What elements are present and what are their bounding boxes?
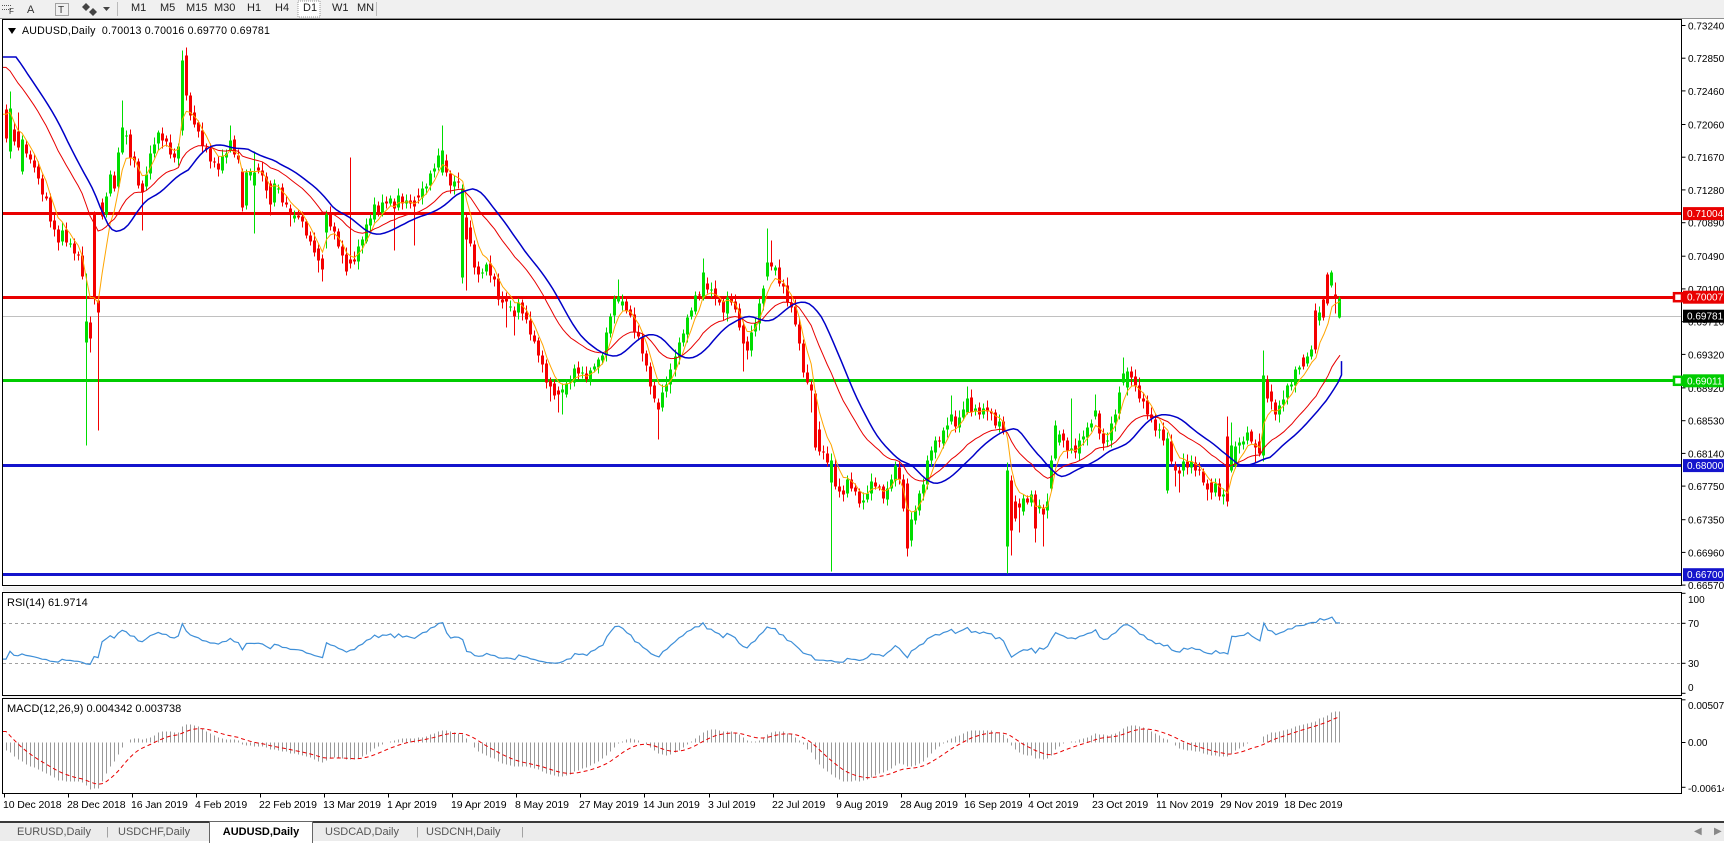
svg-text:0.67350: 0.67350	[1688, 516, 1724, 527]
svg-text:14 Jun 2019: 14 Jun 2019	[643, 799, 700, 811]
svg-text:9 Aug 2019: 9 Aug 2019	[836, 799, 888, 811]
svg-text:MACD(12,26,9) 0.004342 0.00373: MACD(12,26,9) 0.004342 0.003738	[7, 703, 181, 715]
svg-text:29 Nov 2019: 29 Nov 2019	[1220, 799, 1279, 811]
svg-text:13 Mar 2019: 13 Mar 2019	[323, 799, 381, 811]
svg-text:-0.00614: -0.00614	[1688, 784, 1724, 795]
svg-text:0.66960: 0.66960	[1688, 548, 1724, 559]
svg-text:28 Dec 2018: 28 Dec 2018	[67, 799, 126, 811]
svg-text:18 Dec 2019: 18 Dec 2019	[1284, 799, 1343, 811]
svg-text:AUDUSD,Daily 0.70013 0.70016: AUDUSD,Daily 0.70013 0.70016 0.69770 0.6…	[22, 25, 270, 37]
svg-text:0.72460: 0.72460	[1688, 87, 1724, 98]
svg-text:0.68920: 0.68920	[1688, 384, 1724, 395]
svg-text:0.69320: 0.69320	[1688, 350, 1724, 361]
svg-text:22 Feb 2019: 22 Feb 2019	[259, 799, 317, 811]
svg-text:0.73240: 0.73240	[1688, 22, 1724, 33]
svg-text:16 Jan 2019: 16 Jan 2019	[131, 799, 188, 811]
svg-text:0.70100: 0.70100	[1688, 285, 1724, 296]
svg-text:0.68000: 0.68000	[1687, 461, 1724, 472]
svg-text:10 Dec 2018: 10 Dec 2018	[3, 799, 62, 811]
svg-text:0.68530: 0.68530	[1688, 417, 1724, 428]
svg-text:8 May 2019: 8 May 2019	[515, 799, 569, 811]
svg-text:0.71670: 0.71670	[1688, 153, 1724, 164]
svg-text:0.68140: 0.68140	[1688, 449, 1724, 460]
svg-text:0.69781: 0.69781	[1687, 312, 1724, 323]
svg-text:0.72850: 0.72850	[1688, 54, 1724, 65]
svg-text:0.70890: 0.70890	[1688, 219, 1724, 230]
svg-text:0.67750: 0.67750	[1688, 482, 1724, 493]
svg-text:4 Oct 2019: 4 Oct 2019	[1028, 799, 1079, 811]
svg-text:0.70007: 0.70007	[1687, 293, 1724, 304]
svg-text:0.71004: 0.71004	[1687, 209, 1724, 220]
svg-text:0.66700: 0.66700	[1687, 570, 1724, 581]
svg-text:19 Apr 2019: 19 Apr 2019	[451, 799, 507, 811]
svg-text:F: F	[9, 7, 14, 16]
svg-text:0.00: 0.00	[1688, 738, 1708, 749]
svg-text:0.005076: 0.005076	[1688, 701, 1724, 712]
svg-text:RSI(14) 61.9714: RSI(14) 61.9714	[7, 597, 88, 609]
svg-text:16 Sep 2019: 16 Sep 2019	[964, 799, 1023, 811]
svg-text:T: T	[58, 5, 64, 16]
svg-text:3 Jul 2019: 3 Jul 2019	[708, 799, 756, 811]
svg-text:0.71280: 0.71280	[1688, 186, 1724, 197]
svg-text:0.66570: 0.66570	[1688, 581, 1724, 592]
svg-text:22 Jul 2019: 22 Jul 2019	[772, 799, 825, 811]
svg-text:0: 0	[1688, 683, 1694, 694]
svg-text:0.69011: 0.69011	[1687, 376, 1723, 387]
svg-text:70: 70	[1688, 619, 1700, 630]
svg-text:100: 100	[1688, 595, 1705, 606]
svg-text:30: 30	[1688, 659, 1700, 670]
svg-text:0.72060: 0.72060	[1688, 121, 1724, 132]
svg-text:4 Feb 2019: 4 Feb 2019	[195, 799, 247, 811]
svg-text:0.69710: 0.69710	[1688, 318, 1724, 329]
svg-text:27 May 2019: 27 May 2019	[579, 799, 639, 811]
svg-text:11 Nov 2019: 11 Nov 2019	[1156, 799, 1214, 811]
svg-text:0.70490: 0.70490	[1688, 252, 1724, 263]
svg-text:23 Oct 2019: 23 Oct 2019	[1092, 799, 1148, 811]
svg-text:1 Apr 2019: 1 Apr 2019	[387, 799, 437, 811]
svg-text:28 Aug 2019: 28 Aug 2019	[900, 799, 958, 811]
svg-text:A: A	[27, 4, 35, 16]
